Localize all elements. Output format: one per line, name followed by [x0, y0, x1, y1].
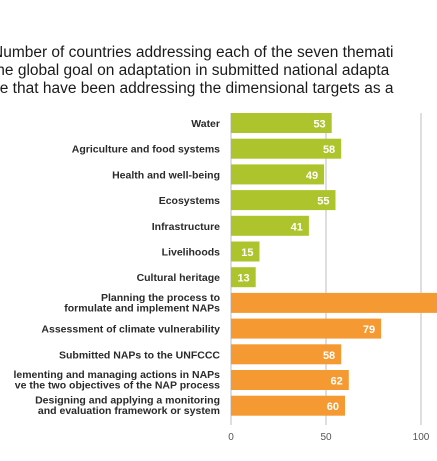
category-label-2: Health and well-being — [112, 169, 220, 181]
chart-title: Number of countries addressing each of t… — [0, 44, 437, 98]
bar-8 — [231, 318, 382, 339]
category-label-10-line-2: ve the two objectives of the NAP process — [15, 380, 220, 392]
data-label-6: 13 — [237, 273, 249, 285]
data-label-11: 60 — [327, 401, 339, 413]
category-label-11-line-2: and evaluation framework or system — [38, 405, 220, 417]
data-label-10: 62 — [331, 376, 343, 388]
title-line-3: se that have been addressing the dimensi… — [0, 80, 394, 97]
category-label-1: Agriculture and food systems — [72, 144, 220, 156]
bar-6 — [231, 267, 256, 288]
data-label-4: 41 — [291, 221, 303, 233]
category-label-0: Water — [191, 118, 220, 130]
data-label-3: 55 — [317, 196, 329, 208]
bar-1 — [231, 138, 342, 159]
category-label-4: Infrastructure — [152, 221, 220, 233]
category-label-8: Assessment of climate vulnerability — [41, 324, 220, 336]
x-tick-label-1: 50 — [320, 432, 332, 443]
bar-7 — [231, 292, 437, 313]
category-label-7-line-2: formulate and implement NAPs — [64, 302, 220, 314]
bar-5 — [231, 241, 260, 262]
bar-4 — [231, 215, 309, 236]
x-tick-label-2: 100 — [413, 432, 430, 443]
category-label-3: Ecosystems — [159, 195, 220, 207]
bar-3 — [231, 190, 336, 211]
bar-10 — [231, 370, 349, 390]
category-label-5: Livelihoods — [162, 247, 221, 259]
data-label-1: 58 — [323, 144, 335, 156]
bar-9 — [231, 344, 342, 365]
bar-0 — [231, 113, 332, 133]
category-label-10-line-1: lementing and managing actions in NAPs — [13, 369, 220, 381]
category-label-11-line-1: Designing and applying a monitoring — [35, 395, 220, 407]
data-label-0: 53 — [313, 119, 325, 131]
title-line-2: the global goal on adaptation in submitt… — [0, 62, 390, 79]
category-label-9: Submitted NAPs to the UNFCCC — [59, 349, 220, 361]
category-label-6: Cultural heritage — [137, 272, 221, 284]
data-label-5: 15 — [241, 247, 253, 259]
category-label-7-line-1: Planning the process to — [101, 292, 220, 304]
bar-11 — [231, 395, 345, 416]
data-label-9: 58 — [323, 350, 335, 362]
data-label-8: 79 — [363, 324, 375, 336]
bar-2 — [231, 164, 325, 185]
title-line-1: Number of countries addressing each of t… — [0, 44, 394, 61]
x-tick-label-0: 0 — [228, 432, 234, 443]
data-label-2: 49 — [306, 170, 318, 182]
